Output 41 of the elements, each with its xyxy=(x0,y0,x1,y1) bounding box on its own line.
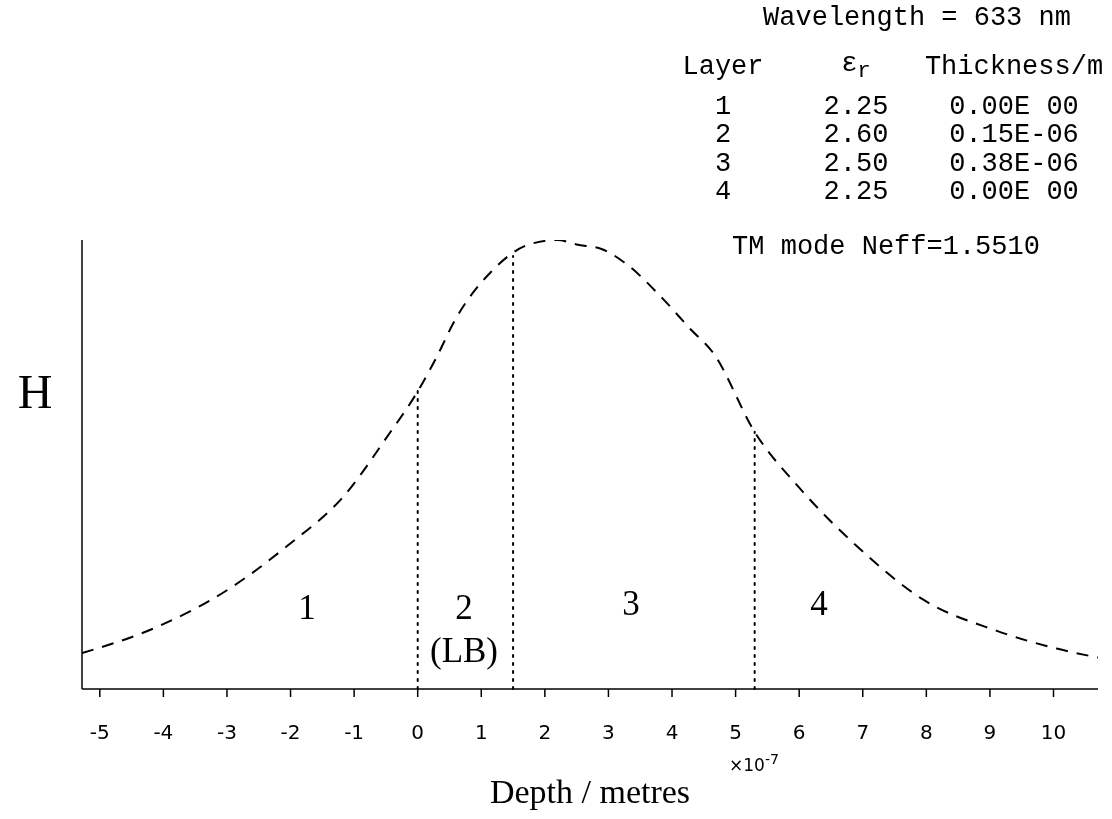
x-tick-label: 4 xyxy=(665,720,679,745)
x-tick-label: -2 xyxy=(280,720,301,745)
x-tick-label: 5 xyxy=(729,720,742,745)
x-tick-label: 1 xyxy=(474,720,488,745)
text: 0.38E-06 xyxy=(949,148,1079,179)
x-tick-label: -1 xyxy=(344,720,365,745)
x-tick-label: 0 xyxy=(411,720,425,745)
x-tick-label: -3 xyxy=(216,720,237,745)
text: 2.60 xyxy=(823,119,889,150)
text: Layer xyxy=(682,51,764,82)
annotation: (LB) xyxy=(429,630,499,670)
x-tick-label: 2 xyxy=(538,720,552,745)
text: 2.25 xyxy=(823,91,889,122)
x-tick-label: 10 xyxy=(1040,720,1067,745)
text: 4 xyxy=(714,176,732,207)
text: 0.00E 00 xyxy=(949,176,1079,207)
text: ×10$^{-7}$ xyxy=(728,751,780,775)
text: 3 xyxy=(714,148,732,179)
text: Wavelength = 633 nm xyxy=(763,2,1071,33)
annotation: 3 xyxy=(622,583,640,623)
text: 2.50 xyxy=(823,148,889,179)
x-axis-title: Depth / metres xyxy=(489,773,691,810)
text: ε$_{r}$ xyxy=(841,49,871,85)
annotation: 2 xyxy=(455,587,473,627)
annotation: 1 xyxy=(298,587,316,627)
x-tick-label: -5 xyxy=(89,720,110,745)
x-tick-label: 8 xyxy=(919,720,933,745)
text: 2 xyxy=(714,119,732,150)
text: 0.15E-06 xyxy=(949,119,1079,150)
text: Thickness/m xyxy=(924,51,1104,82)
x-tick-label: -4 xyxy=(153,720,174,745)
text: 1 xyxy=(714,91,732,122)
y-axis-title: H xyxy=(17,365,53,418)
x-tick-label: 6 xyxy=(792,720,806,745)
annotation: TM mode Neff=1.5510 xyxy=(732,231,1040,262)
x-tick-label: 9 xyxy=(983,720,997,745)
text: 0.00E 00 xyxy=(949,91,1079,122)
x-tick-label: 3 xyxy=(602,720,615,745)
annotation: 4 xyxy=(810,583,828,623)
x-tick-label: 7 xyxy=(856,720,870,745)
text: 2.25 xyxy=(823,176,889,207)
